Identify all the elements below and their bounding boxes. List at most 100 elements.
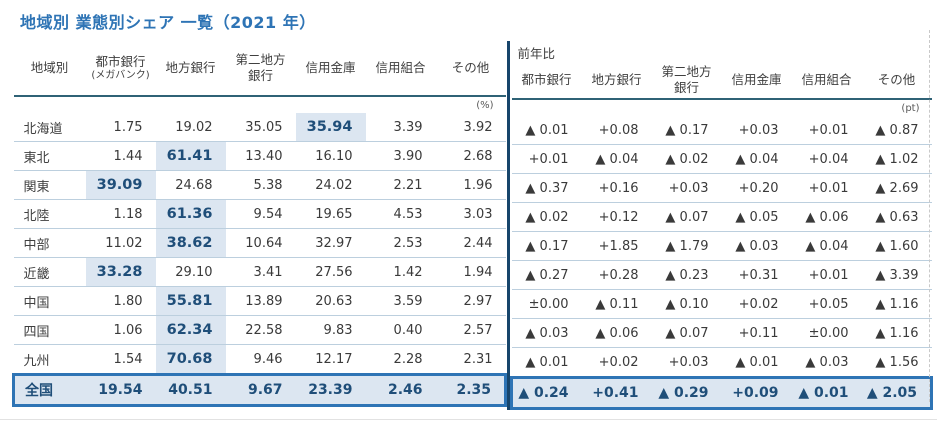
- yoy-value: +0.02: [581, 347, 652, 378]
- yoy-value: ▲ 1.02: [861, 144, 932, 174]
- table-row: +0.01 ▲ 0.04 ▲ 0.02 ▲ 0.04 +0.04 ▲ 1.02: [511, 144, 932, 174]
- yoy-value: ▲ 0.37: [511, 173, 582, 203]
- yoy-group-row: 前年比: [512, 41, 932, 62]
- table-row: 関東 39.09 24.68 5.38 24.02 2.21 1.96: [13, 170, 506, 200]
- share-value: 19.02: [155, 113, 226, 142]
- yoy-value: ▲ 0.04: [581, 144, 652, 174]
- yoy-value: ▲ 0.02: [511, 202, 582, 232]
- share-value: 13.89: [225, 286, 296, 316]
- yoy-value: ▲ 1.16: [861, 289, 932, 319]
- table-row: ▲ 0.17 +1.85 ▲ 1.79 ▲ 0.03 ▲ 0.04 ▲ 1.60: [511, 231, 932, 261]
- col-header-region: 地域別: [30, 60, 69, 76]
- yoy-value: ▲ 0.01: [511, 347, 582, 378]
- yoy-value: ▲ 0.03: [721, 231, 792, 261]
- region-label: 東北: [13, 141, 86, 171]
- share-value: 9.67: [225, 373, 296, 407]
- yoy-value: +0.28: [581, 260, 652, 290]
- share-value: 2.97: [435, 286, 506, 316]
- yoy-value: +0.31: [721, 260, 792, 290]
- table-row: 近畿 33.28 29.10 3.41 27.56 1.42 1.94: [13, 257, 506, 287]
- share-value: 1.06: [85, 315, 156, 345]
- table-row: ▲ 0.37 +0.16 +0.03 +0.20 +0.01 ▲ 2.69: [511, 173, 932, 203]
- share-value: 39.09: [85, 170, 156, 200]
- yoy-value: ▲ 0.01: [721, 347, 792, 378]
- yoy-value: ▲ 0.03: [511, 318, 582, 348]
- yoy-value: ▲ 1.16: [861, 318, 932, 348]
- col-header-shinkin-bank: 信用金庫: [305, 60, 356, 76]
- unit-row: (pt): [511, 98, 932, 116]
- share-value: 20.63: [295, 286, 366, 316]
- yoy-value: ±0.00: [791, 318, 862, 348]
- total-row: 全国 19.54 40.51 9.67 23.39 2.46 2.35: [12, 373, 507, 407]
- unit-label-percent: (%): [13, 95, 506, 113]
- yoy-value: +0.03: [651, 347, 722, 378]
- yoy-value: +0.04: [791, 144, 862, 174]
- unit-label-pt: (pt): [511, 98, 932, 116]
- region-label: 全国: [12, 373, 86, 407]
- yoy-value: ▲ 0.24: [510, 376, 582, 410]
- yoy-value: +0.03: [721, 116, 792, 145]
- share-value: 2.31: [435, 344, 506, 375]
- yoy-value: ▲ 0.02: [651, 144, 722, 174]
- col-header-shinkin-bank: 信用金庫: [731, 72, 782, 88]
- share-value: 24.68: [155, 170, 226, 200]
- yoy-table: 前年比 都市銀行 地方銀行 第二地方 銀行 信用金庫 信用組合 その他 (pt)…: [510, 41, 933, 410]
- yoy-value: +0.09: [721, 376, 792, 410]
- share-value: 0.40: [365, 315, 436, 345]
- table-row: ▲ 0.03 ▲ 0.06 ▲ 0.07 +0.11 ±0.00 ▲ 1.16: [511, 318, 932, 348]
- col-header-credit-union: 信用組合: [801, 72, 852, 88]
- share-value: 5.38: [225, 170, 296, 200]
- yoy-value: +0.11: [721, 318, 792, 348]
- region-label: 北海道: [13, 113, 86, 142]
- region-label: 四国: [13, 315, 86, 345]
- table-row: 中部 11.02 38.62 10.64 32.97 2.53 2.44: [13, 228, 506, 258]
- yoy-value: ▲ 0.06: [791, 202, 862, 232]
- yoy-value: ▲ 0.06: [581, 318, 652, 348]
- table-row: 九州 1.54 70.68 9.46 12.17 2.28 2.31: [13, 344, 506, 375]
- yoy-value: +0.05: [791, 289, 862, 319]
- yoy-value: ▲ 0.17: [651, 116, 722, 145]
- col-header-other: その他: [877, 72, 916, 88]
- yoy-value: ▲ 0.23: [651, 260, 722, 290]
- share-value: 2.53: [365, 228, 436, 258]
- share-value: 24.02: [295, 170, 366, 200]
- share-value: 1.44: [85, 141, 156, 171]
- yoy-value: ▲ 0.10: [651, 289, 722, 319]
- share-value: 1.18: [85, 199, 156, 229]
- yoy-value: ▲ 0.05: [721, 202, 792, 232]
- table-row: 北陸 1.18 61.36 9.54 19.65 4.53 3.03: [13, 199, 506, 229]
- yoy-table-header-row: 都市銀行 地方銀行 第二地方 銀行 信用金庫 信用組合 その他: [512, 62, 932, 99]
- table-row: 北海道 1.75 19.02 35.05 35.94 3.39 3.92: [13, 113, 506, 142]
- region-label: 北陸: [13, 199, 86, 229]
- share-value: 1.75: [85, 113, 156, 142]
- share-tables: 地域別 都市銀行 (メガバンク) 地方銀行 第二地方 銀行 信用金庫 信用組合 そ…: [12, 41, 937, 410]
- yoy-value: ▲ 2.05: [861, 376, 933, 410]
- yoy-value: ▲ 1.60: [861, 231, 932, 261]
- col-header-city-bank: 都市銀行 (メガバンク): [86, 41, 156, 96]
- yoy-value: +0.03: [651, 173, 722, 203]
- share-value: 1.80: [85, 286, 156, 316]
- col-header-credit-union: 信用組合: [375, 60, 426, 76]
- share-value: 1.42: [365, 257, 436, 287]
- yoy-value: ▲ 2.69: [861, 173, 932, 203]
- yoy-group-label: 前年比: [517, 46, 556, 61]
- share-table-body: 北海道 1.75 19.02 35.05 35.94 3.39 3.92 東北 1.44 61.4…: [12, 113, 507, 407]
- yoy-value: ▲ 0.07: [651, 202, 722, 232]
- col-header-second-regional-bank: 第二地方 銀行: [235, 52, 286, 83]
- yoy-value: ▲ 1.56: [861, 347, 932, 378]
- yoy-value: ▲ 0.04: [721, 144, 792, 174]
- col-header-city-bank: 都市銀行: [521, 72, 572, 88]
- table-row: ▲ 0.02 +0.12 ▲ 0.07 ▲ 0.05 ▲ 0.06 ▲ 0.63: [511, 202, 932, 232]
- share-value: 1.54: [85, 344, 156, 375]
- region-label: 中国: [13, 286, 86, 316]
- share-value: 22.58: [225, 315, 296, 345]
- yoy-value: ▲ 1.79: [651, 231, 722, 261]
- table-row: 四国 1.06 62.34 22.58 9.83 0.40 2.57: [13, 315, 506, 345]
- table-row: ▲ 0.01 +0.02 +0.03 ▲ 0.01 ▲ 0.03 ▲ 1.56: [511, 347, 932, 378]
- col-header-label: 都市銀行: [95, 53, 146, 69]
- yoy-value: +0.41: [581, 376, 652, 410]
- share-value: 33.28: [85, 257, 156, 287]
- share-value: 19.54: [85, 373, 156, 407]
- share-value: 2.44: [435, 228, 506, 258]
- share-table: 地域別 都市銀行 (メガバンク) 地方銀行 第二地方 銀行 信用金庫 信用組合 そ…: [12, 41, 507, 407]
